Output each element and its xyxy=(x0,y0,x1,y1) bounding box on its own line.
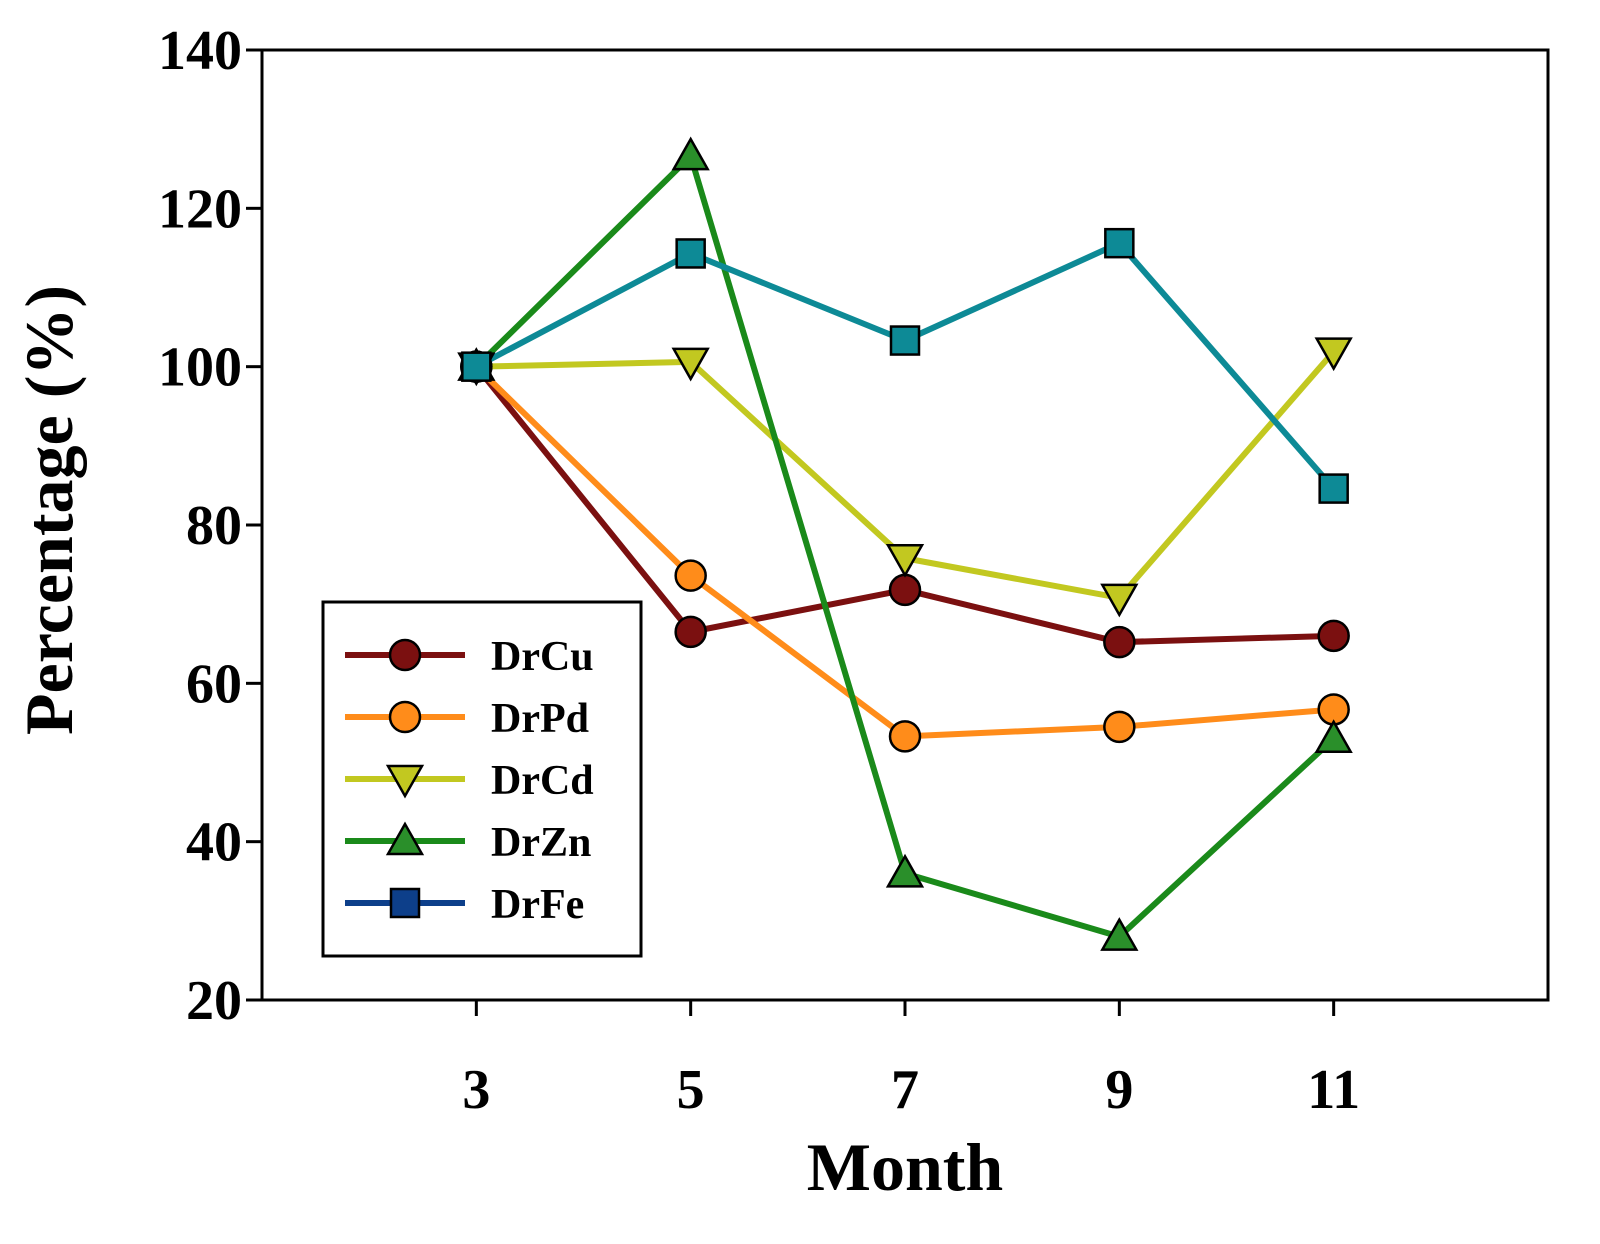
y-tick-label: 140 xyxy=(158,20,242,82)
x-axis-title: Month xyxy=(807,1129,1003,1205)
data-point-drpd xyxy=(888,720,922,753)
legend-item-drcd: DrCd xyxy=(345,758,594,804)
legend-marker xyxy=(389,887,421,919)
y-tick-label: 20 xyxy=(186,970,242,1032)
data-point-drcu xyxy=(1317,619,1350,653)
y-axis-title: Percentage (%) xyxy=(11,285,87,735)
legend-label: DrFe xyxy=(491,882,584,928)
x-tick-label: 11 xyxy=(1307,1059,1360,1121)
data-point-drzn xyxy=(671,136,710,171)
data-point-drzn xyxy=(885,853,925,888)
x-tick-label: 9 xyxy=(1105,1059,1133,1121)
legend-marker xyxy=(388,638,422,672)
data-point-drcd xyxy=(671,347,710,382)
data-point-drfe xyxy=(889,325,921,356)
legend-item-drpd: DrPd xyxy=(345,696,589,742)
legend-label: DrZn xyxy=(491,820,591,866)
series-markers-drfe xyxy=(461,227,1349,504)
x-tick-label: 7 xyxy=(891,1059,919,1121)
legend-marker xyxy=(385,764,425,799)
data-point-drzn xyxy=(1100,917,1139,951)
legend-marker xyxy=(388,700,422,734)
legend-label: DrCd xyxy=(491,758,594,804)
series-layer xyxy=(457,136,1353,951)
y-tick-label: 80 xyxy=(186,495,242,557)
legend-label: DrCu xyxy=(491,634,594,680)
data-point-drfe xyxy=(1318,473,1349,504)
data-point-drfe xyxy=(1104,227,1135,259)
legend-marker xyxy=(385,821,425,856)
data-point-drcu xyxy=(888,573,922,607)
data-point-drpd xyxy=(674,559,707,592)
x-tick-label: 5 xyxy=(677,1059,705,1121)
data-point-drcu xyxy=(674,615,707,649)
legend-item-drzn: DrZn xyxy=(345,820,591,866)
legend: DrCu DrPd DrCd DrZn DrFe xyxy=(321,600,643,958)
data-point-drpd xyxy=(1103,710,1136,744)
legend-item-drcu: DrCu xyxy=(345,634,594,680)
data-point-drcu xyxy=(1103,625,1136,659)
data-point-drcd xyxy=(885,544,925,578)
y-tick-label: 100 xyxy=(158,337,242,399)
y-axis-ticks: 20 40 60 80 100 120 140 xyxy=(158,20,262,1032)
data-point-drfe xyxy=(675,238,706,269)
x-axis-ticks: 3 5 7 9 11 xyxy=(462,1000,1360,1121)
y-tick-label: 60 xyxy=(186,653,242,715)
x-tick-label: 3 xyxy=(462,1059,490,1121)
plot-frame xyxy=(260,48,1550,1002)
data-point-drcd xyxy=(1100,583,1139,618)
legend-label: DrPd xyxy=(491,696,589,742)
legend-item-drfe: DrFe xyxy=(345,882,584,928)
y-tick-label: 40 xyxy=(186,812,242,874)
data-point-drzn xyxy=(1314,719,1353,753)
data-point-drfe xyxy=(461,351,492,382)
y-tick-label: 120 xyxy=(158,178,242,240)
data-point-drcd xyxy=(1314,337,1353,372)
